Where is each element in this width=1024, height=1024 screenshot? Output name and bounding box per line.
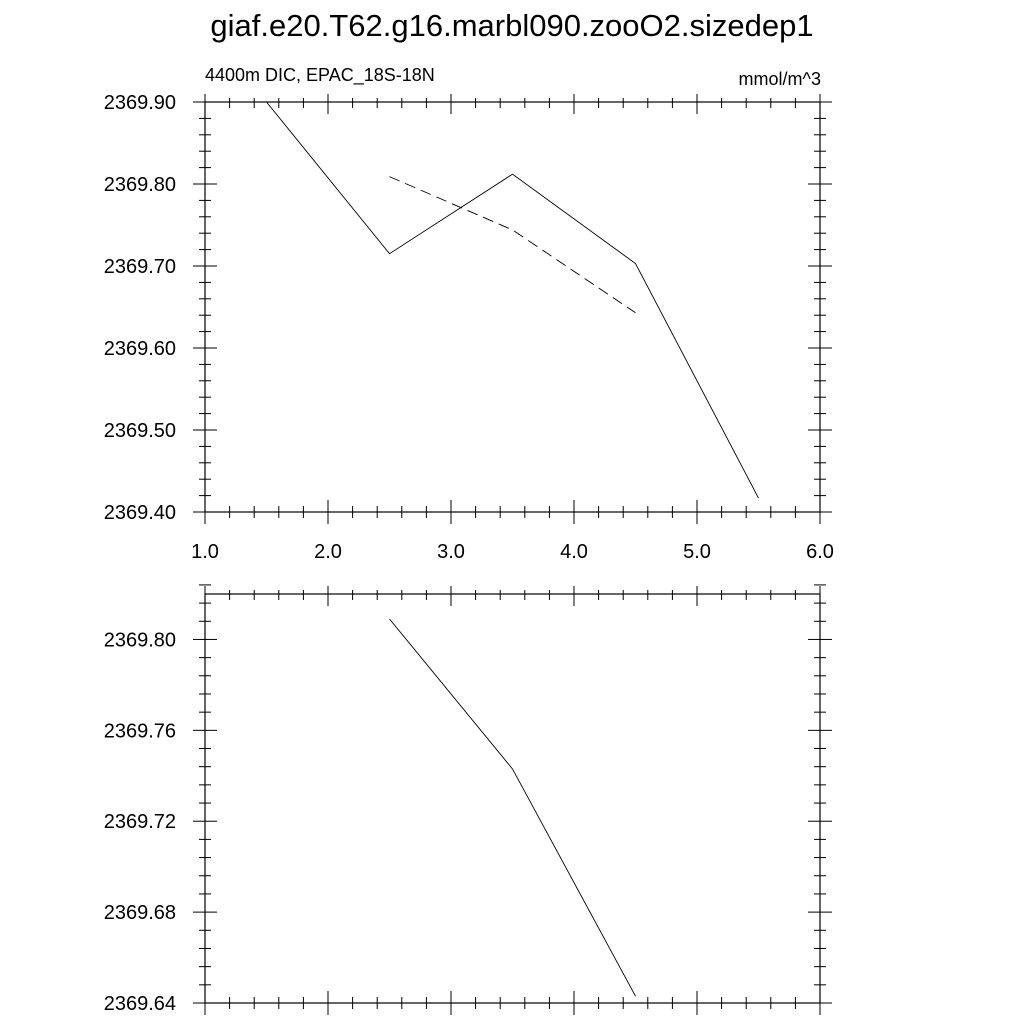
panel-1-y-tick-label: 2369.50 <box>104 420 176 442</box>
panel-2-y-tick-label: 2369.68 <box>104 902 176 924</box>
panel-1-y-tick-label: 2369.40 <box>104 502 176 524</box>
panel-1-x-tick-label: 4.0 <box>560 541 588 563</box>
panel-1-y-tick-label: 2369.80 <box>104 174 176 196</box>
panel-1-x-tick-label: 1.0 <box>191 541 219 563</box>
panel-1-x-tick-label: 5.0 <box>683 541 711 563</box>
chart-title: giaf.e20.T62.g16.marbl090.zooO2.sizedep1 <box>210 8 814 43</box>
panel-1-series-1-solid-line <box>266 101 759 499</box>
panel-1-plot-frame <box>204 101 821 513</box>
panel-1-x-tick-label: 2.0 <box>314 541 342 563</box>
panel-1-units: mmol/m^3 <box>738 69 821 89</box>
panel-2-y-tick-label: 2369.80 <box>104 629 176 651</box>
panel-1-y-tick-label: 2369.70 <box>104 256 176 278</box>
panel-2-y-tick-label: 2369.64 <box>104 993 176 1015</box>
panel-1-series-2-dashed-line <box>389 176 636 314</box>
panel-1-subtitle: 4400m DIC, EPAC_18S-18N <box>205 65 435 85</box>
panel-1-x-tick-label: 6.0 <box>806 541 834 563</box>
panel-2-y-tick-label: 2369.72 <box>104 811 176 833</box>
panel-1-y-tick-label: 2369.60 <box>104 338 176 360</box>
panel-2-plot-frame <box>204 593 821 1004</box>
panel-2-series-1-solid-line <box>389 618 636 997</box>
panel-2-y-tick-label: 2369.76 <box>104 720 176 742</box>
panel-1-x-tick-label: 3.0 <box>437 541 465 563</box>
panel-1-y-tick-label: 2369.90 <box>104 92 176 114</box>
